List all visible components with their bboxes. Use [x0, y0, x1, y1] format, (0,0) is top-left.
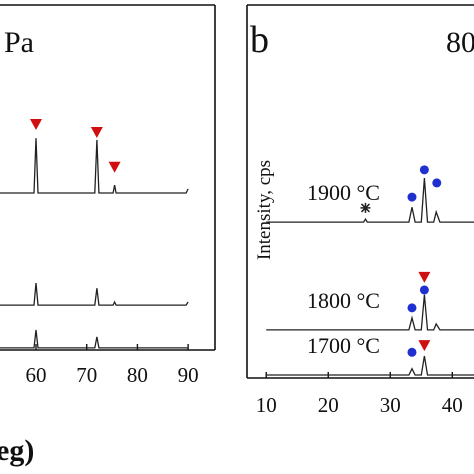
series-label: 1800 °C — [307, 288, 380, 313]
star-marker — [360, 202, 371, 213]
x-tick-label: 40 — [442, 393, 463, 417]
trace — [0, 138, 189, 194]
panel-title: 80 — [446, 26, 474, 59]
trace — [0, 283, 189, 306]
panel-title: Pa — [4, 26, 34, 59]
triangle-marker — [418, 271, 431, 283]
trace — [266, 355, 474, 376]
circle-marker — [407, 192, 417, 202]
trace — [0, 329, 189, 349]
x-tick-label: 90 — [178, 363, 199, 387]
circle-marker — [432, 178, 442, 188]
circle-marker — [407, 347, 417, 357]
x-tick-label: 30 — [380, 393, 401, 417]
triangle-marker — [90, 126, 103, 138]
triangle-marker — [418, 340, 431, 352]
x-tick-label: 60 — [26, 363, 47, 387]
trace — [266, 178, 474, 223]
circle-marker — [407, 303, 417, 313]
circle-marker — [419, 285, 429, 295]
series-label: 1700 °C — [307, 333, 380, 358]
circle-marker — [419, 165, 429, 175]
triangle-marker — [108, 161, 121, 173]
x-axis-label: eg) — [0, 434, 34, 467]
trace — [266, 294, 474, 331]
panel-label: b — [250, 19, 269, 61]
x-tick-label: 10 — [256, 393, 277, 417]
triangle-marker — [30, 119, 43, 131]
x-tick-label: 70 — [76, 363, 97, 387]
x-tick-label: 80 — [127, 363, 148, 387]
series-label: 1900 °C — [307, 180, 380, 205]
y-axis-label: Intensity, cps — [254, 160, 275, 260]
x-tick-label: 20 — [318, 393, 339, 417]
